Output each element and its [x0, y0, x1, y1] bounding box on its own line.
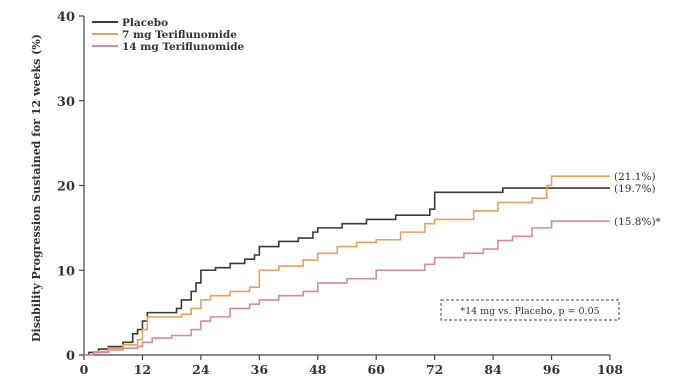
- x-tick-label: 12: [134, 362, 151, 377]
- x-tick-label: 24: [192, 362, 210, 377]
- legend-label-3: 14 mg Teriflunomide: [122, 41, 245, 53]
- annotation-text: *14 mg vs. Placebo, p = 0.05: [460, 306, 599, 317]
- x-tick-label: 108: [597, 362, 623, 377]
- series-line-2: [84, 175, 610, 356]
- end-label-2: (21.1%): [614, 171, 656, 183]
- x-tick-label: 48: [309, 362, 327, 377]
- legend-label-1: Placebo: [122, 17, 168, 29]
- series-line-3: [84, 220, 610, 356]
- x-tick-label: 96: [543, 362, 561, 377]
- y-tick-label: 40: [57, 10, 75, 25]
- x-tick-label: 60: [368, 362, 386, 377]
- x-ticks: 0 12 24 36 48 60 72 84 96 108: [80, 355, 623, 377]
- x-tick-label: 72: [426, 362, 443, 377]
- end-labels: (19.7%)(21.1%) (15.8%)*: [614, 171, 662, 228]
- y-tick-label: 0: [66, 349, 75, 364]
- x-tick-label: 0: [80, 362, 89, 377]
- x-tick-label: 36: [251, 362, 269, 377]
- annotation-box: [440, 299, 620, 321]
- end-label-1: (19.7%): [614, 183, 656, 195]
- series-group: [84, 175, 610, 356]
- y-tick-label: 30: [57, 95, 75, 110]
- legend-label-2: 7 mg Teriflunomide: [122, 29, 237, 41]
- series-line-1: [84, 187, 610, 356]
- y-tick-label: 20: [57, 180, 75, 195]
- x-tick-label: 84: [484, 362, 502, 377]
- y-ticks: 0 10 20 30 40: [57, 10, 84, 364]
- y-axis-title: Disability Progression Sustained for 12 …: [30, 34, 43, 342]
- end-label-3: (15.8%)*: [614, 216, 662, 228]
- y-tick-label: 10: [57, 264, 75, 279]
